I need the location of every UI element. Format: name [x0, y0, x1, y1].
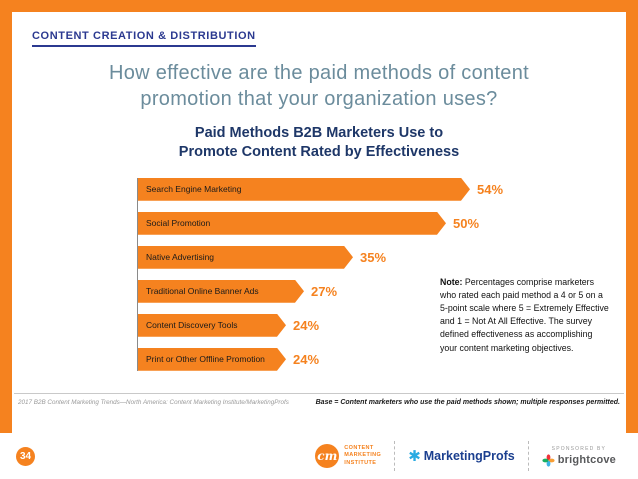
bar-row: Print or Other Offline Promotion 24%: [138, 348, 626, 371]
bar-value: 35%: [360, 249, 387, 265]
cmi-logo: cm CONTENT MARKETING INSTITUTE: [315, 444, 381, 468]
bar-label: Social Promotion: [146, 218, 211, 229]
base-citation: Base = Content marketers who use the pai…: [315, 398, 620, 406]
brightcove-wordmark: brightcove: [557, 454, 616, 466]
question-line-2: promotion that your organization uses?: [140, 88, 498, 110]
sponsored-by-label: SPONSORED BY: [551, 445, 607, 452]
logo-separator: [527, 441, 529, 471]
bar-value: 24%: [293, 317, 320, 333]
chart-bars: Search Engine Marketing 54% Social Promoti…: [137, 177, 626, 371]
bar-label: Search Engine Marketing: [146, 184, 242, 195]
note-label: Note:: [440, 276, 463, 287]
bar-row: Search Engine Marketing 54%: [138, 178, 626, 201]
logo-separator: [394, 441, 396, 471]
section-eyebrow: CONTENT CREATION & DISTRIBUTION: [32, 30, 256, 47]
cmi-text-line-2: MARKETING: [344, 452, 382, 459]
bar-row: Social Promotion 50%: [138, 212, 626, 235]
bar-search-engine-marketing: Search Engine Marketing: [138, 178, 470, 201]
logo-group: cm CONTENT MARKETING INSTITUTE ✱ Marketi…: [315, 441, 616, 471]
bar-label: Traditional Online Banner Ads: [146, 286, 259, 297]
brightcove-pinwheel-icon: [542, 453, 555, 467]
brightcove-logo: brightcove: [542, 453, 616, 467]
chart-title-line-1: Paid Methods B2B Marketers Use to: [194, 125, 444, 141]
bar-content-discovery-tools: Content Discovery Tools: [138, 314, 286, 337]
bar-value: 50%: [453, 215, 480, 231]
slide-main: CONTENT CREATION & DISTRIBUTION How effe…: [0, 0, 638, 433]
slide-footer: 34 cm CONTENT MARKETING INSTITUTE ✱ Mark…: [0, 433, 638, 479]
page-number-badge: 34: [16, 446, 35, 466]
cmi-text-line-3: INSTITUTE: [344, 459, 377, 466]
bar-print-or-other-offline-promotion: Print or Other Offline Promotion: [138, 348, 286, 371]
brightcove-block: SPONSORED BY brightcove: [542, 446, 616, 467]
marketingprofs-wordmark: MarketingProfs: [423, 449, 515, 463]
bar-label: Native Advertising: [146, 252, 215, 263]
eyebrow-wrap: CONTENT CREATION & DISTRIBUTION: [32, 26, 626, 47]
question-line-1: How effective are the paid methods of co…: [108, 62, 530, 84]
bar-native-advertising: Native Advertising: [138, 246, 353, 269]
bar-value: 27%: [311, 283, 338, 299]
bar-row: Native Advertising 35%: [138, 246, 626, 269]
bar-label: Print or Other Offline Promotion: [146, 354, 265, 365]
bar-row: Content Discovery Tools 24%: [138, 314, 626, 337]
note-text: Percentages comprise marketers who rated…: [440, 276, 609, 353]
citations-row: 2017 B2B Content Marketing Trends—North …: [12, 394, 626, 406]
chart-title-line-2: Promote Content Rated by Effectiveness: [178, 143, 460, 160]
chart-title: Paid Methods B2B Marketers Use to Promot…: [12, 124, 626, 162]
bar-label: Content Discovery Tools: [146, 320, 238, 331]
marketingprofs-logo: ✱ MarketingProfs: [408, 449, 515, 464]
bar-traditional-online-banner-ads: Traditional Online Banner Ads: [138, 280, 304, 303]
question-title: How effective are the paid methods of co…: [12, 60, 626, 112]
bar-value: 54%: [477, 181, 504, 197]
source-citation: 2017 B2B Content Marketing Trends—North …: [18, 398, 289, 406]
marketingprofs-star-icon: ✱: [408, 447, 421, 465]
footnote-divider: [14, 392, 624, 394]
cmi-text-line-1: CONTENT: [344, 445, 374, 452]
cmi-logo-icon: cm: [315, 444, 340, 468]
chart-note: Note: Percentages comprise marketers who…: [440, 276, 610, 355]
cmi-logo-text: CONTENT MARKETING INSTITUTE: [344, 445, 381, 466]
bar-social-promotion: Social Promotion: [138, 212, 446, 235]
bar-value: 24%: [293, 351, 320, 367]
chart-section: Search Engine Marketing 54% Social Promoti…: [12, 177, 626, 371]
bar-row: Traditional Online Banner Ads 27%: [138, 280, 626, 303]
